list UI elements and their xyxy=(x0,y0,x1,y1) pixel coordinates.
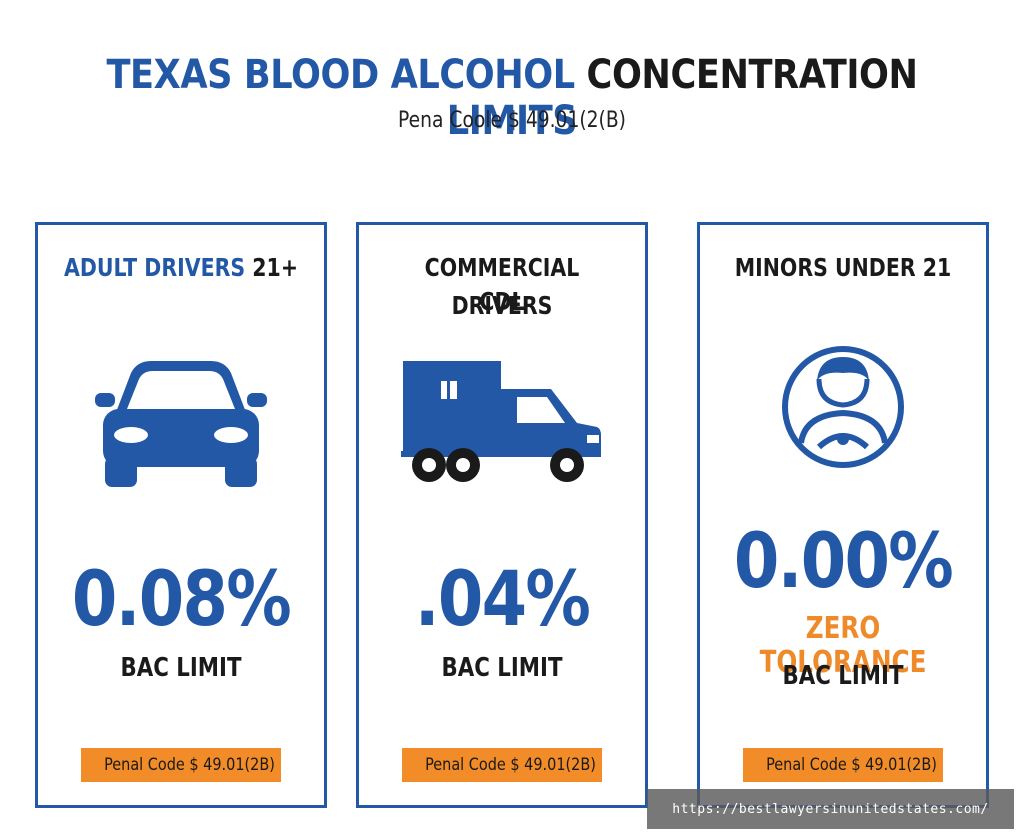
card-title: ADULT DRIVERS 21+ xyxy=(64,249,299,287)
card-title-cdl: CDL xyxy=(479,287,525,316)
title-part-concentration: CONCENTRATION xyxy=(586,52,918,98)
penal-code-text: Penal Code $ 49.01(2B) xyxy=(765,755,937,775)
penal-code-text: Penal Code $ 49.01(2B) xyxy=(424,755,596,775)
bac-value: 0.00% xyxy=(733,516,954,605)
card-title: MINORS UNDER 21 xyxy=(734,253,952,282)
young-driver-icon xyxy=(700,343,986,471)
card-commercial-drivers: COMMERCIAL DRIVERS CDL .04% BAC LIMIT ! … xyxy=(356,222,648,808)
warning-icon: ! xyxy=(72,754,81,776)
penal-code-badge: ! Penal Code $ 49.01(2B) xyxy=(734,748,943,782)
page-subtitle: Pena Coole $ 49.01(2(B) xyxy=(398,108,626,133)
card-title: COMMERCIAL DRIVERS xyxy=(424,253,580,320)
car-icon xyxy=(38,357,324,489)
warning-icon: ! xyxy=(734,754,743,776)
title-part-texas: TEXAS BLOOD ALCOHOL xyxy=(106,52,587,98)
bac-limit-label: BAC LIMIT xyxy=(782,661,904,691)
truck-icon xyxy=(359,359,645,483)
warning-icon: ! xyxy=(393,754,402,776)
bac-value: .04% xyxy=(414,554,591,643)
page-title: TEXAS BLOOD ALCOHOL CONCENTRATION LIMITS xyxy=(61,52,962,144)
bac-limit-label: BAC LIMIT xyxy=(441,653,563,683)
card-title-age: 21+ xyxy=(252,253,299,282)
bac-value: 0.08% xyxy=(71,554,292,643)
source-watermark: https://bestlawyersinunitedstates.com/ xyxy=(647,789,1014,829)
bac-limit-label: BAC LIMIT xyxy=(120,653,242,683)
card-adult-drivers: ADULT DRIVERS 21+ 0.08% BAC LIMIT ! Pena… xyxy=(35,222,327,808)
title-part-limits: LIMITS xyxy=(446,98,578,144)
zero-tolerance-note: ZERO TOLORANCE xyxy=(759,611,927,680)
penal-code-text: Penal Code $ 49.01(2B) xyxy=(103,755,275,775)
penal-code-badge: ! Penal Code $ 49.01(2B) xyxy=(72,748,281,782)
card-title-main: ADULT DRIVERS xyxy=(63,253,253,282)
card-minors-under-21: MINORS UNDER 21 0.00% ZERO TOLORANCE BAC… xyxy=(697,222,989,808)
penal-code-badge: ! Penal Code $ 49.01(2B) xyxy=(393,748,602,782)
